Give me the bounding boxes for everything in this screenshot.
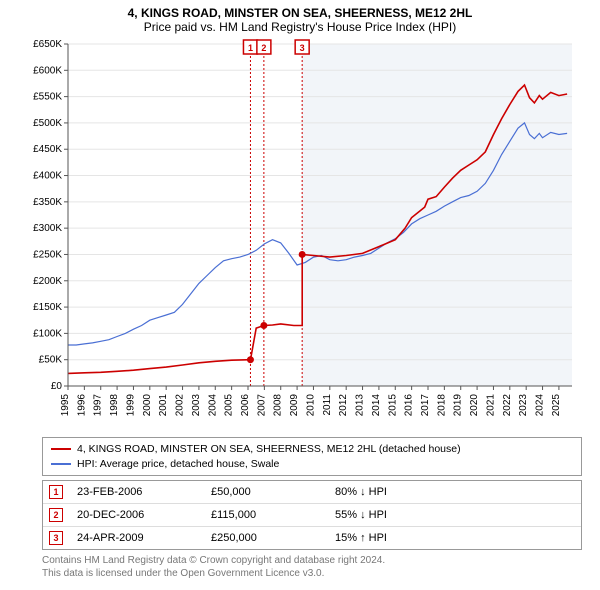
svg-text:2006: 2006 — [240, 394, 251, 417]
table-row: 2 20-DEC-2006 £115,000 55% ↓ HPI — [43, 503, 581, 526]
svg-text:2016: 2016 — [404, 394, 415, 417]
table-row: 1 23-FEB-2006 £50,000 80% ↓ HPI — [43, 481, 581, 503]
chart-titles: 4, KINGS ROAD, MINSTER ON SEA, SHEERNESS… — [0, 0, 600, 36]
svg-text:£200K: £200K — [33, 276, 62, 287]
svg-text:£500K: £500K — [33, 118, 62, 129]
svg-text:2019: 2019 — [453, 394, 464, 417]
svg-text:2014: 2014 — [371, 394, 382, 417]
svg-text:2024: 2024 — [535, 394, 546, 417]
svg-text:£0: £0 — [51, 381, 63, 392]
svg-text:2023: 2023 — [518, 394, 529, 417]
svg-text:£650K: £650K — [33, 39, 62, 50]
svg-text:2005: 2005 — [224, 394, 235, 417]
svg-text:2: 2 — [261, 43, 266, 53]
transaction-date: 20-DEC-2006 — [77, 509, 197, 521]
svg-text:2020: 2020 — [469, 394, 480, 417]
svg-text:1998: 1998 — [109, 394, 120, 417]
svg-text:1: 1 — [248, 43, 253, 53]
transaction-price: £50,000 — [211, 486, 321, 498]
title-address: 4, KINGS ROAD, MINSTER ON SEA, SHEERNESS… — [0, 6, 600, 20]
attribution: Contains HM Land Registry data © Crown c… — [42, 554, 582, 580]
svg-text:£150K: £150K — [33, 302, 62, 313]
svg-text:£400K: £400K — [33, 171, 62, 182]
svg-text:2021: 2021 — [485, 394, 496, 417]
svg-text:£100K: £100K — [33, 328, 62, 339]
svg-text:£600K: £600K — [33, 65, 62, 76]
transaction-price: £115,000 — [211, 509, 321, 521]
transaction-price: £250,000 — [211, 532, 321, 544]
transaction-date: 23-FEB-2006 — [77, 486, 197, 498]
svg-text:2013: 2013 — [355, 394, 366, 417]
svg-text:2015: 2015 — [387, 394, 398, 417]
svg-text:1995: 1995 — [60, 394, 71, 417]
transaction-hpi: 80% ↓ HPI — [335, 486, 387, 498]
svg-text:1999: 1999 — [125, 394, 136, 417]
svg-text:2022: 2022 — [502, 394, 513, 417]
attribution-line2: This data is licensed under the Open Gov… — [42, 567, 582, 580]
svg-text:2004: 2004 — [207, 394, 218, 417]
svg-text:2007: 2007 — [256, 394, 267, 417]
transaction-date: 24-APR-2009 — [77, 532, 197, 544]
transaction-hpi: 15% ↑ HPI — [335, 532, 387, 544]
svg-text:2003: 2003 — [191, 394, 202, 417]
title-subtitle: Price paid vs. HM Land Registry's House … — [0, 20, 600, 34]
svg-text:1997: 1997 — [93, 394, 104, 417]
marker-box: 2 — [49, 508, 63, 522]
svg-text:2011: 2011 — [322, 394, 333, 416]
svg-text:2000: 2000 — [142, 394, 153, 417]
legend-label-price: 4, KINGS ROAD, MINSTER ON SEA, SHEERNESS… — [77, 442, 461, 457]
svg-text:2002: 2002 — [175, 394, 186, 417]
svg-text:2025: 2025 — [551, 394, 562, 417]
transactions-table: 1 23-FEB-2006 £50,000 80% ↓ HPI 2 20-DEC… — [42, 480, 582, 550]
marker-box: 1 — [49, 485, 63, 499]
svg-text:2017: 2017 — [420, 394, 431, 417]
svg-text:2008: 2008 — [273, 394, 284, 417]
svg-text:£50K: £50K — [39, 355, 63, 366]
svg-text:2010: 2010 — [305, 394, 316, 417]
legend-swatch-price — [51, 448, 71, 450]
legend: 4, KINGS ROAD, MINSTER ON SEA, SHEERNESS… — [42, 437, 582, 476]
transaction-hpi: 55% ↓ HPI — [335, 509, 387, 521]
svg-text:3: 3 — [300, 43, 305, 53]
legend-label-hpi: HPI: Average price, detached house, Swal… — [77, 457, 279, 472]
svg-text:£300K: £300K — [33, 223, 62, 234]
legend-row-price: 4, KINGS ROAD, MINSTER ON SEA, SHEERNESS… — [51, 442, 573, 457]
table-row: 3 24-APR-2009 £250,000 15% ↑ HPI — [43, 526, 581, 549]
marker-box: 3 — [49, 531, 63, 545]
svg-text:£250K: £250K — [33, 249, 62, 260]
svg-text:2009: 2009 — [289, 394, 300, 417]
attribution-line1: Contains HM Land Registry data © Crown c… — [42, 554, 582, 567]
chart-area: 12 3 £0 £50K £100K £150K £200K £250K £300K £350K £… — [20, 36, 580, 431]
svg-text:2012: 2012 — [338, 394, 349, 417]
svg-text:2018: 2018 — [436, 394, 447, 417]
svg-text:£350K: £350K — [33, 197, 62, 208]
legend-swatch-hpi — [51, 463, 71, 465]
svg-text:2001: 2001 — [158, 394, 169, 417]
svg-text:£450K: £450K — [33, 144, 62, 155]
svg-text:£550K: £550K — [33, 92, 62, 103]
svg-text:1996: 1996 — [76, 394, 87, 417]
chart-svg: 12 3 £0 £50K £100K £150K £200K £250K £300K £350K £… — [20, 36, 580, 431]
legend-row-hpi: HPI: Average price, detached house, Swal… — [51, 457, 573, 472]
